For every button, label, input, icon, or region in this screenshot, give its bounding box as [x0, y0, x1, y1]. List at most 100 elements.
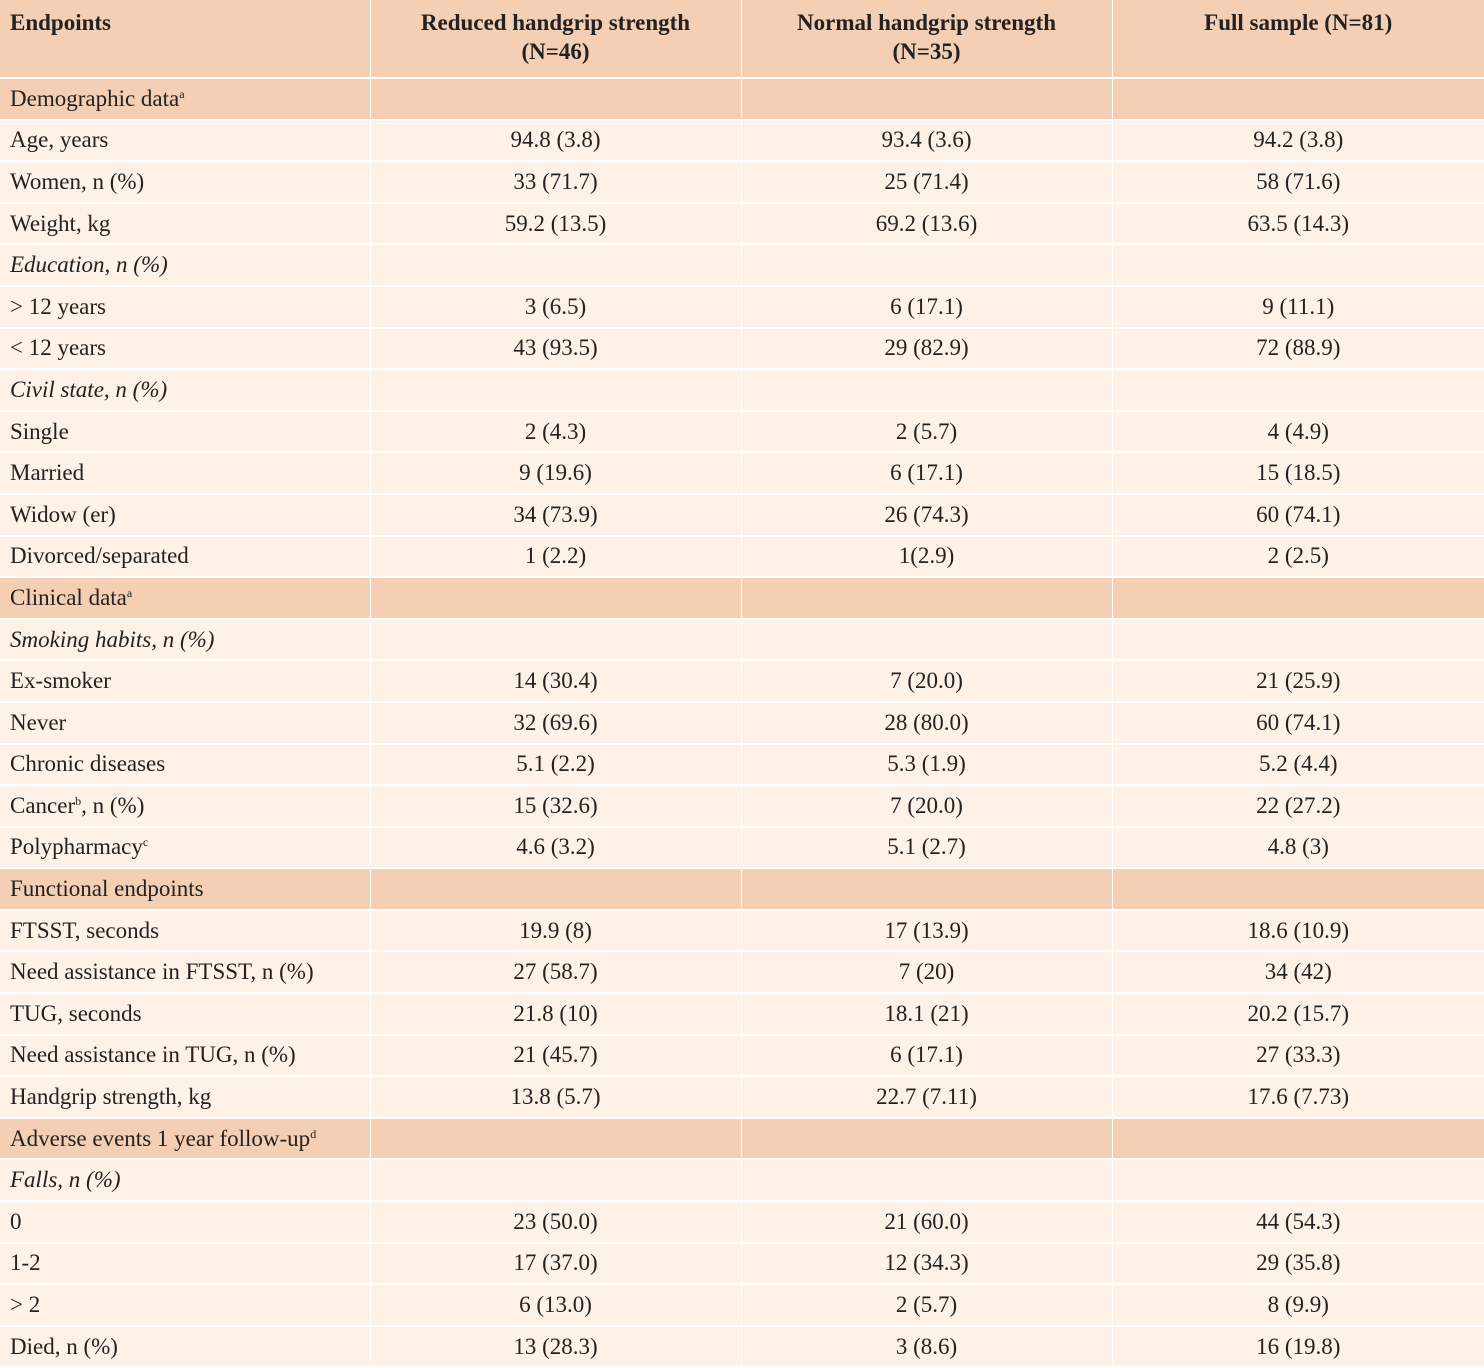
footnote-marker: b — [75, 793, 82, 808]
row-label-cell: Cancerb, n (%) — [0, 785, 371, 828]
value-normal-cell: 6 (17.1) — [741, 285, 1113, 329]
value-reduced-cell — [370, 78, 742, 121]
value-normal-cell: 12 (34.3) — [741, 1242, 1113, 1286]
value-reduced-cell — [370, 369, 742, 412]
value-reduced-cell: 34 (73.9) — [370, 493, 742, 537]
value-normal-cell: 2 (5.7) — [741, 1284, 1113, 1327]
value-full-sample-cell: 16 (19.8) — [1112, 1325, 1484, 1368]
value-full-sample-cell — [1112, 577, 1484, 620]
value-full-sample-cell: 34 (42) — [1112, 951, 1484, 995]
row-label: > 2 — [10, 1292, 41, 1318]
table-row: Need assistance in FTSST, n (%) 27 (58.7)… — [0, 951, 1484, 995]
row-label: Need assistance in TUG, n (%) — [10, 1042, 296, 1068]
row-label-cell: Never — [0, 701, 371, 745]
value-reduced-cell: 6 (13.0) — [370, 1284, 742, 1327]
row-label-cell: Adverse events 1 year follow-upd — [0, 1117, 371, 1161]
header-row: Endpoints Reduced handgrip strength (N=46… — [0, 0, 1484, 79]
subheading-row: Smoking habits, n (%) — [0, 618, 1484, 662]
table-body: Demographic dataa Age, years 94.8 (3.8) 93.… — [0, 78, 1484, 1368]
value-normal-cell — [741, 868, 1113, 911]
section-row: Demographic dataa — [0, 78, 1484, 121]
row-label: Died, n (%) — [10, 1333, 118, 1359]
row-label: 0 — [10, 1208, 22, 1234]
value-reduced-cell: 13 (28.3) — [370, 1325, 742, 1368]
table-row: Weight, kg 59.2 (13.5) 69.2 (13.6) 63.5 (14… — [0, 202, 1484, 246]
value-full-sample-cell: 2 (2.5) — [1112, 535, 1484, 579]
value-normal-cell: 7 (20) — [741, 951, 1113, 995]
value-reduced-cell: 43 (93.5) — [370, 327, 742, 371]
header-reduced-n: (N=46) — [521, 39, 590, 64]
row-label-cell: Chronic diseases — [0, 743, 371, 787]
value-reduced-cell: 17 (37.0) — [370, 1242, 742, 1286]
row-label-cell: Weight, kg — [0, 202, 371, 246]
value-reduced-cell — [370, 577, 742, 620]
header-full-sample: Full sample (N=81) — [1112, 0, 1484, 79]
row-label-cell: Women, n (%) — [0, 161, 371, 204]
table-row: Age, years 94.8 (3.8) 93.4 (3.6) 94.2 (3.8) — [0, 119, 1484, 163]
value-reduced-cell: 94.8 (3.8) — [370, 119, 742, 163]
value-normal-cell: 69.2 (13.6) — [741, 202, 1113, 246]
table-row: > 2 6 (13.0) 2 (5.7) 8 (9.9) — [0, 1284, 1484, 1327]
footnote-marker: a — [179, 86, 185, 101]
value-full-sample-cell: 29 (35.8) — [1112, 1242, 1484, 1286]
value-full-sample-cell — [1112, 244, 1484, 287]
footnote-marker: a — [126, 585, 133, 600]
row-label-cell: Divorced/separated — [0, 535, 371, 579]
value-full-sample-cell — [1112, 369, 1484, 412]
table-row: FTSST, seconds 19.9 (8) 17 (13.9) 18.6 (10.… — [0, 909, 1484, 953]
row-label: Need assistance in FTSST, n (%) — [10, 959, 314, 985]
table-row: Polypharmacyc 4.6 (3.2) 5.1 (2.7) 4.8 (3) — [0, 826, 1484, 870]
row-label: Demographic data — [10, 85, 180, 111]
row-label-cell: > 12 years — [0, 285, 371, 329]
subheading-row: Education, n (%) — [0, 244, 1484, 287]
value-full-sample-cell: 21 (25.9) — [1112, 660, 1484, 703]
value-normal-cell: 6 (17.1) — [741, 1034, 1113, 1078]
row-label: Widow (er) — [10, 501, 116, 527]
row-label-cell: Clinical dataa — [0, 577, 371, 620]
subheading-row: Civil state, n (%) — [0, 369, 1484, 412]
value-normal-cell: 1(2.9) — [741, 535, 1113, 579]
row-label-cell: Falls, n (%) — [0, 1159, 371, 1203]
row-label: Chronic diseases — [10, 751, 166, 777]
row-label: Ex-smoker — [10, 668, 111, 694]
row-label-cell: Single — [0, 410, 371, 454]
table-row: > 12 years 3 (6.5) 6 (17.1) 9 (11.1) — [0, 285, 1484, 329]
row-label: Weight, kg — [10, 210, 111, 236]
table-row: Widow (er) 34 (73.9) 26 (74.3) 60 (74.1) — [0, 493, 1484, 537]
value-reduced-cell: 21 (45.7) — [370, 1034, 742, 1078]
value-full-sample-cell: 8 (9.9) — [1112, 1284, 1484, 1327]
row-label-cell: Polypharmacyc — [0, 826, 371, 870]
value-normal-cell: 93.4 (3.6) — [741, 119, 1113, 163]
value-full-sample-cell: 5.2 (4.4) — [1112, 743, 1484, 787]
row-label: Single — [10, 418, 69, 444]
row-label-cell: Age, years — [0, 119, 371, 163]
row-label: Cancer — [10, 792, 76, 818]
value-normal-cell: 6 (17.1) — [741, 452, 1113, 495]
value-reduced-cell: 3 (6.5) — [370, 285, 742, 329]
row-label-cell: Widow (er) — [0, 493, 371, 537]
footnote-marker: d — [310, 1126, 317, 1141]
value-reduced-cell: 59.2 (13.5) — [370, 202, 742, 246]
row-label-cell: Ex-smoker — [0, 660, 371, 703]
table-row: Died, n (%) 13 (28.3) 3 (8.6) 16 (19.8) — [0, 1325, 1484, 1368]
value-full-sample-cell: 63.5 (14.3) — [1112, 202, 1484, 246]
value-reduced-cell: 4.6 (3.2) — [370, 826, 742, 870]
value-reduced-cell: 21.8 (10) — [370, 993, 742, 1036]
row-label: Handgrip strength, kg — [10, 1084, 212, 1110]
table-row: Chronic diseases 5.1 (2.2) 5.3 (1.9) 5.2 (4… — [0, 743, 1484, 787]
row-label-cell: 0 — [0, 1201, 371, 1244]
value-normal-cell: 3 (8.6) — [741, 1325, 1113, 1368]
value-normal-cell — [741, 618, 1113, 662]
row-label: Women, n (%) — [10, 168, 145, 194]
value-full-sample-cell: 9 (11.1) — [1112, 285, 1484, 329]
value-normal-cell: 21 (60.0) — [741, 1201, 1113, 1244]
header-reduced-handgrip: Reduced handgrip strength (N=46) — [370, 0, 742, 79]
value-normal-cell — [741, 1159, 1113, 1203]
value-normal-cell: 5.1 (2.7) — [741, 826, 1113, 870]
value-full-sample-cell: 20.2 (15.7) — [1112, 993, 1484, 1036]
table-row: Cancerb, n (%) 15 (32.6) 7 (20.0) 22 (27.2) — [0, 785, 1484, 828]
value-reduced-cell: 14 (30.4) — [370, 660, 742, 703]
value-full-sample-cell: 58 (71.6) — [1112, 161, 1484, 204]
value-normal-cell: 7 (20.0) — [741, 660, 1113, 703]
row-label-cell: Functional endpoints — [0, 868, 371, 911]
